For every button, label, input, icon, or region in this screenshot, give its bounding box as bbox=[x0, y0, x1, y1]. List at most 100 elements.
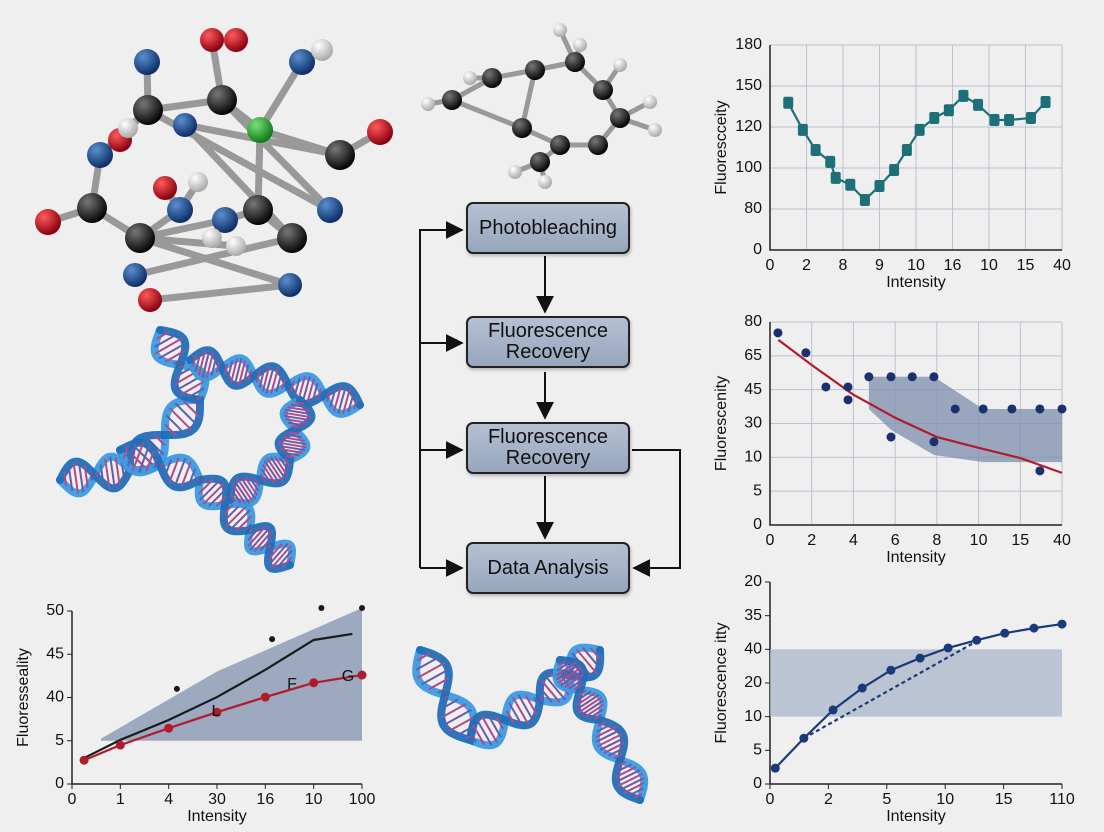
x-tick-label: 10 bbox=[907, 257, 925, 274]
atom bbox=[133, 95, 163, 125]
flow-node: Data Analysis bbox=[466, 542, 630, 594]
atom bbox=[134, 49, 160, 75]
dna-rung bbox=[265, 366, 275, 394]
dna-rung bbox=[210, 356, 218, 376]
atom bbox=[588, 135, 608, 155]
x-tick-label: 100 bbox=[349, 791, 376, 808]
y-axis-label: Fluorescence itty bbox=[713, 623, 730, 744]
marker bbox=[886, 432, 896, 442]
dna-rung bbox=[253, 477, 261, 487]
x-tick-label: 0 bbox=[766, 532, 775, 549]
dna-rung bbox=[242, 364, 250, 384]
atom bbox=[367, 119, 393, 145]
dna-rung bbox=[180, 461, 192, 488]
atom bbox=[550, 135, 570, 155]
marker bbox=[318, 604, 325, 611]
atom bbox=[643, 95, 657, 109]
y-tick-label: 100 bbox=[735, 159, 762, 176]
dna-rung bbox=[415, 656, 440, 671]
dna-rung bbox=[168, 457, 180, 484]
y-tick-label: 45 bbox=[744, 381, 762, 398]
marker bbox=[773, 328, 783, 338]
y-tick-label: 20 bbox=[744, 674, 762, 691]
x-tick-label: 40 bbox=[1053, 257, 1071, 274]
marker bbox=[825, 155, 836, 168]
dna-rung bbox=[283, 457, 291, 467]
x-tick-label: 2 bbox=[807, 532, 816, 549]
atom bbox=[525, 60, 545, 80]
dna-rung bbox=[290, 403, 308, 409]
dna-rung bbox=[248, 528, 254, 534]
bond bbox=[136, 234, 240, 250]
atom bbox=[613, 58, 627, 72]
y-tick-label: 150 bbox=[735, 77, 762, 94]
dna-rung bbox=[248, 476, 260, 492]
dna-rung bbox=[202, 482, 225, 505]
atom bbox=[325, 140, 355, 170]
dna-rung bbox=[443, 695, 449, 700]
dna-rung bbox=[595, 729, 621, 743]
dna-rung bbox=[580, 699, 604, 717]
atom bbox=[278, 273, 302, 297]
dna-ribbon bbox=[116, 438, 294, 573]
dna-rung bbox=[539, 696, 544, 702]
marker bbox=[859, 193, 870, 206]
dna-rung bbox=[543, 674, 567, 701]
marker bbox=[115, 740, 125, 750]
dna-rung bbox=[154, 337, 184, 355]
dna-rung bbox=[556, 663, 580, 681]
dna-rung bbox=[72, 461, 79, 494]
bond bbox=[218, 96, 334, 214]
dna-rung bbox=[317, 388, 322, 400]
x-tick-label: 0 bbox=[68, 791, 77, 808]
y-axis-label: Fluorescenity bbox=[713, 376, 730, 471]
dna-rung bbox=[194, 352, 202, 372]
dna-rung bbox=[63, 471, 68, 487]
marker bbox=[972, 635, 982, 645]
flow-node: Fluorescence Recovery bbox=[466, 316, 630, 368]
atom bbox=[202, 228, 222, 248]
dna-rung bbox=[353, 398, 358, 410]
flow-arrows bbox=[419, 221, 681, 577]
dna-rung bbox=[456, 725, 474, 737]
dna-rung bbox=[573, 683, 583, 691]
dna-rung bbox=[282, 451, 300, 457]
dna-rung bbox=[311, 382, 319, 403]
dna-rung bbox=[178, 364, 184, 369]
x-tick-label: 5 bbox=[882, 791, 891, 808]
dna-rung bbox=[337, 386, 347, 414]
marker bbox=[770, 763, 780, 773]
dna-rung bbox=[236, 477, 254, 503]
dna-rung bbox=[229, 493, 237, 503]
dna-rung bbox=[153, 434, 166, 447]
dna-rung bbox=[174, 402, 198, 426]
x-tick-label: 16 bbox=[944, 257, 962, 274]
atom bbox=[173, 113, 197, 137]
y-tick-label: 0 bbox=[753, 516, 762, 533]
dna-rung bbox=[617, 772, 643, 788]
dna-rung bbox=[333, 386, 342, 412]
dna-rung bbox=[287, 406, 310, 412]
marker bbox=[783, 96, 794, 109]
x-tick-label: 15 bbox=[1011, 532, 1029, 549]
dna-rung bbox=[182, 400, 200, 418]
dna-rung bbox=[223, 503, 242, 522]
series-line bbox=[787, 94, 1047, 202]
marker bbox=[1035, 404, 1045, 414]
axis-line bbox=[769, 45, 1062, 251]
dna-rung bbox=[164, 349, 186, 363]
dna-rung bbox=[231, 484, 247, 504]
dna-rung bbox=[576, 690, 592, 702]
atom bbox=[530, 152, 550, 172]
dna-rung bbox=[421, 668, 449, 686]
y-tick-label: 5 bbox=[753, 742, 762, 759]
dna-rung bbox=[263, 460, 281, 484]
atom bbox=[200, 28, 224, 52]
atom bbox=[207, 85, 237, 115]
dna-rung bbox=[342, 388, 351, 414]
atom bbox=[317, 197, 343, 223]
dna-rung bbox=[95, 472, 99, 478]
dna-rung bbox=[286, 455, 295, 459]
